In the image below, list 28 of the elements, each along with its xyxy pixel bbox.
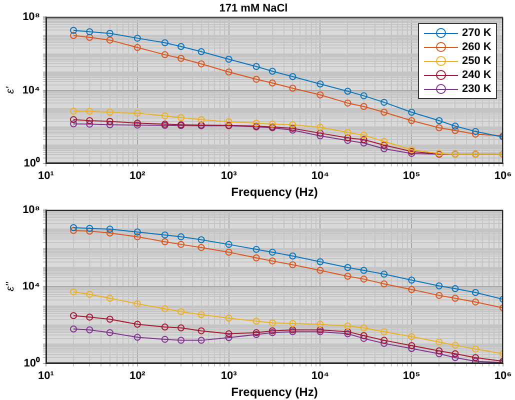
x-tick-label: 10¹ <box>38 170 54 182</box>
x-axis-title: Frequency (Hz) <box>231 185 318 200</box>
y-tick-label: 10⁸ <box>22 11 40 24</box>
y-tick-label: 10⁸ <box>22 204 40 216</box>
x-tick-label: 10³ <box>220 170 238 182</box>
x-tick-label: 10⁵ <box>402 370 420 382</box>
y-tick-label: 10⁴ <box>22 84 40 96</box>
y-tick-label: 10⁰ <box>24 356 40 370</box>
x-tick-label: 10³ <box>220 370 238 382</box>
y-axis-title: ε' <box>4 86 17 94</box>
x-tick-label: 10² <box>129 370 146 382</box>
x-tick-label: 10⁶ <box>494 170 512 182</box>
x-tick-label: 10⁵ <box>402 170 420 182</box>
x-tick-label: 10⁴ <box>311 370 330 382</box>
y-tick-label: 10⁰ <box>24 156 40 170</box>
x-tick-label: 10² <box>129 170 146 182</box>
y-axis-title: ε'' <box>4 281 17 292</box>
y-tick-label: 10⁴ <box>22 280 40 293</box>
legend-label: 240 K <box>462 69 492 82</box>
legend-label: 230 K <box>462 83 492 96</box>
x-tick-label: 10¹ <box>38 370 54 382</box>
x-tick-label: 10⁴ <box>311 170 330 182</box>
x-tick-label: 10⁶ <box>494 370 512 382</box>
legend-label: 270 K <box>462 27 492 40</box>
x-axis-title: Frequency (Hz) <box>231 385 318 400</box>
chart-title: 171 mM NaCl <box>219 2 288 15</box>
legend-label: 260 K <box>462 41 492 54</box>
legend-label: 250 K <box>462 55 492 68</box>
